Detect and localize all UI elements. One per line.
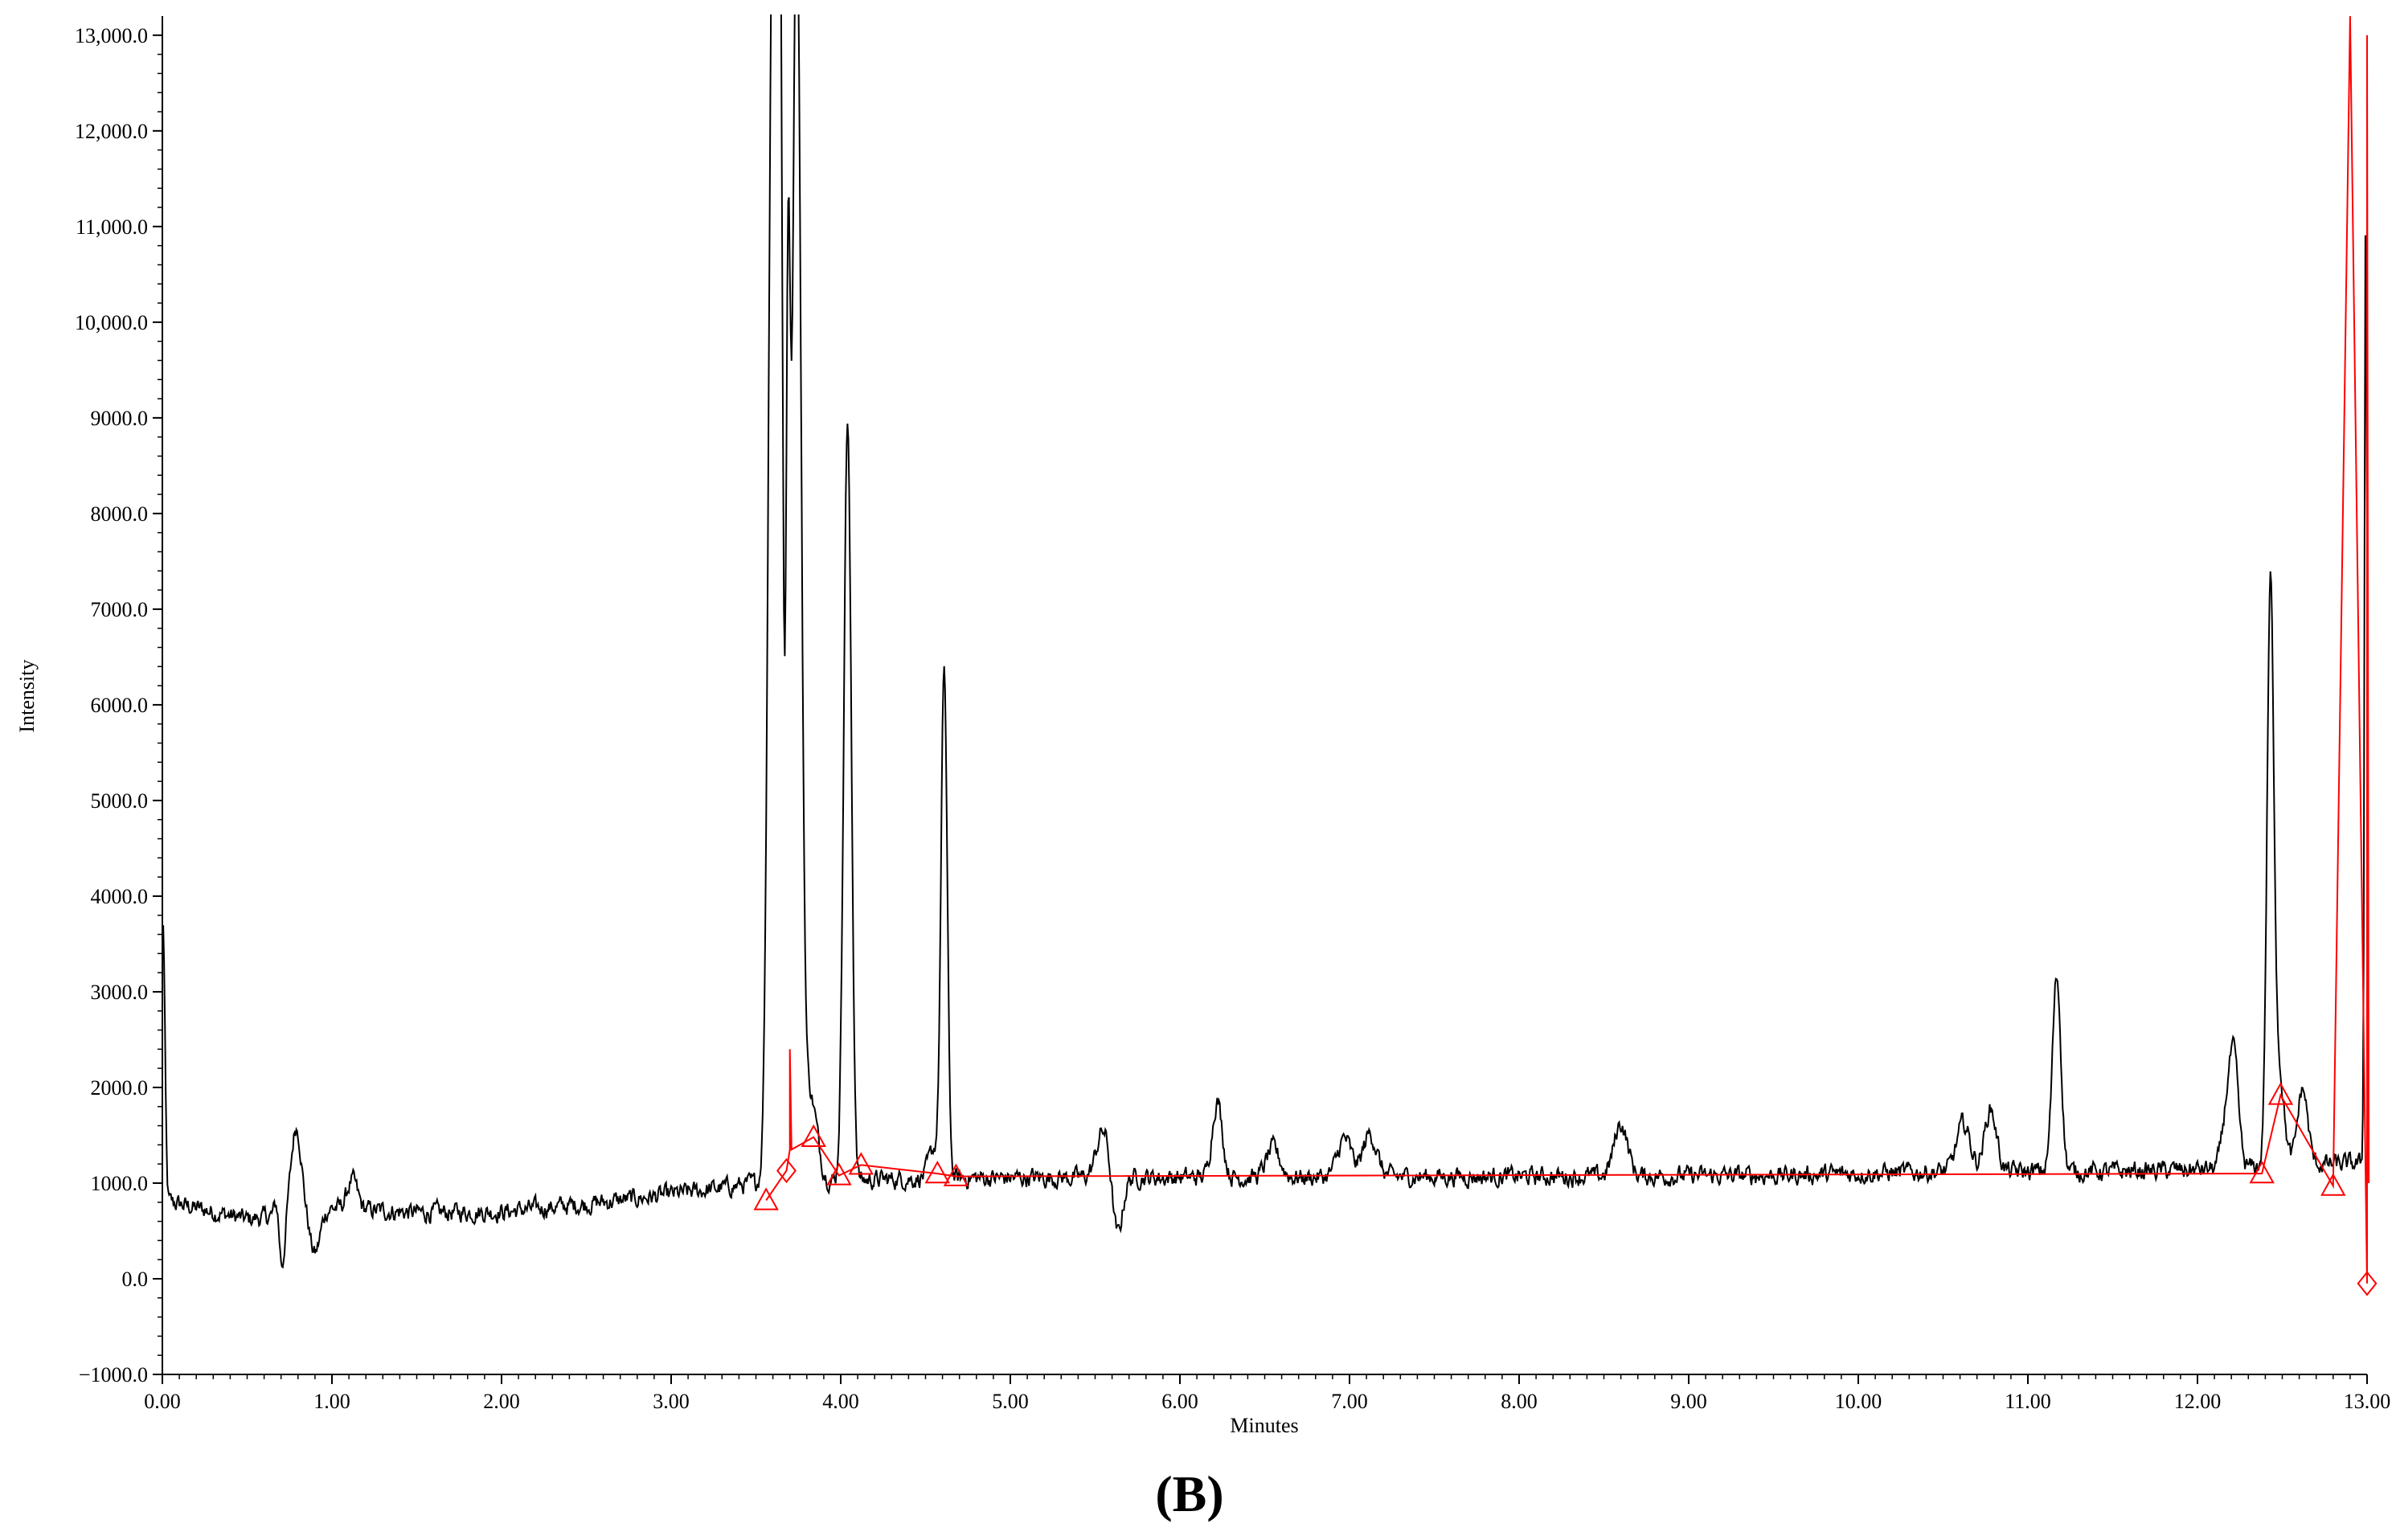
x-tick-label: 11.00 [2005,1390,2051,1413]
peak-start-marker [753,1187,779,1210]
x-tick-label: 10.00 [1835,1390,1882,1413]
x-tick-label: 1.00 [313,1390,350,1413]
x-tick-label: 5.00 [992,1390,1029,1413]
peak-start-marker [2320,1173,2346,1196]
x-tick-label: 0.00 [144,1390,181,1413]
x-tick-label: 12.00 [2174,1390,2222,1413]
y-tick-label: 5000.0 [91,789,149,813]
chromatogram-trace [162,14,2368,1269]
y-tick-label: 3000.0 [91,981,149,1004]
peak-start-marker [924,1161,950,1184]
peak-start-marker [848,1152,874,1175]
markers-layer [753,1082,2378,1296]
peak-end-marker [776,1157,797,1184]
peak-start-marker [943,1163,969,1186]
x-tick-label: 13.00 [2344,1390,2391,1413]
peak-start-marker [826,1162,852,1186]
y-tick-label: 6000.0 [91,694,149,717]
y-tick-label: −1000.0 [79,1363,148,1386]
y-tick-label: 7000.0 [91,598,149,621]
y-tick-label: 2000.0 [91,1076,149,1100]
y-tick-label: 1000.0 [91,1172,149,1195]
x-tick-label: 3.00 [653,1390,690,1413]
panel-label: (B) [1155,1465,1223,1522]
peak-start-marker [801,1124,826,1148]
y-tick-label: 0.0 [122,1268,149,1291]
ticks-layer: 0.00 1.00 2.00 3.00 4.00 5.00 6.00 7.00 8.00 9.00… [75,24,2390,1413]
peak-start-marker [2249,1161,2275,1184]
peak-end-marker [2357,1271,2378,1296]
y-tick-label: 13,000.0 [75,24,148,47]
x-tick-label: 4.00 [822,1390,859,1413]
y-tick-label: 10,000.0 [75,311,148,334]
x-axis-label: Minutes [1230,1414,1298,1437]
y-tick-label: 12,000.0 [75,120,148,143]
y-tick-label: 11,000.0 [76,215,148,239]
x-tick-label: 2.00 [483,1390,520,1413]
x-tick-label: 9.00 [1670,1390,1707,1413]
x-tick-label: 7.00 [1331,1390,1368,1413]
peak-start-marker [2267,1082,2294,1105]
y-axis-label: Intensity [15,660,39,733]
series-layer [162,14,2370,1284]
integration-baseline-trace [765,15,2370,1284]
y-tick-label: 9000.0 [91,407,149,430]
y-tick-label: 4000.0 [91,885,149,908]
x-tick-label: 8.00 [1501,1390,1538,1413]
y-tick-label: 8000.0 [91,502,149,526]
x-tick-label: 6.00 [1161,1390,1198,1413]
